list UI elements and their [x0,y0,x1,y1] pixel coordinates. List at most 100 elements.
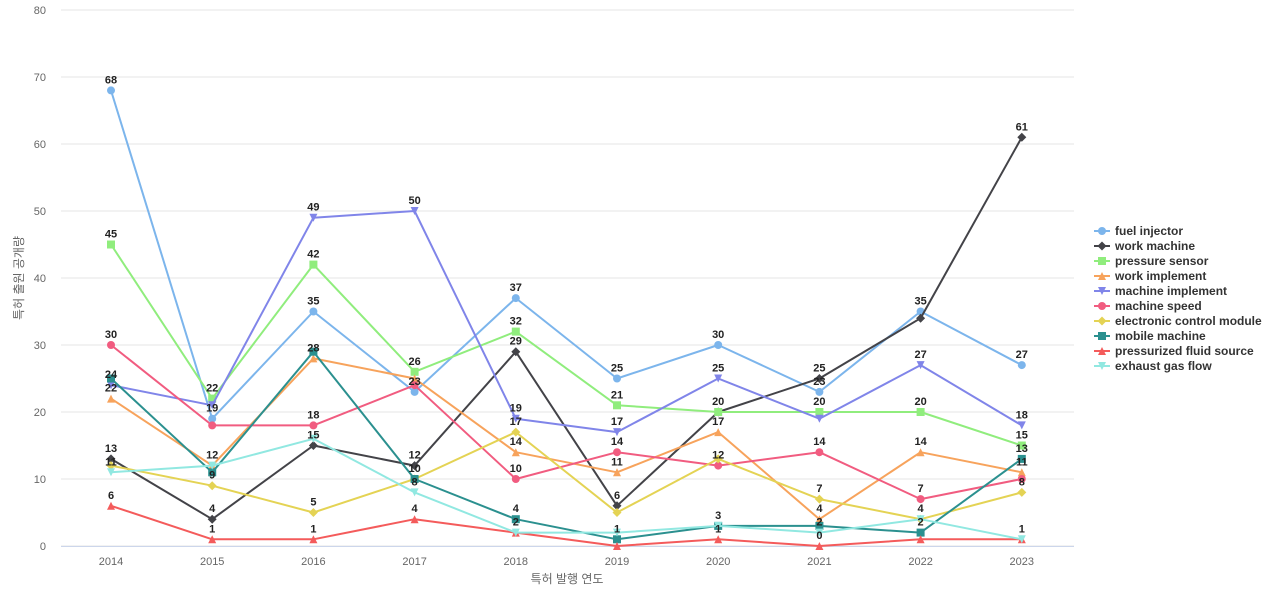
point-fuel-injector-2019[interactable] [613,374,621,383]
point-fuel-injector-2014[interactable] [107,86,115,95]
point-fuel-injector-2015[interactable] [208,414,217,423]
point-work-implement-2016[interactable] [309,354,318,363]
series-line-machine-implement[interactable] [110,210,1023,434]
point-exhaust-gas-flow-2017[interactable] [410,488,419,497]
point-machine-speed-2022[interactable] [916,495,925,504]
point-pressurized-fluid-source-2019[interactable] [613,542,621,550]
series-work-machine[interactable] [106,132,1027,524]
point-work-implement-2020[interactable] [714,428,723,437]
legend-marker-fuel-injector[interactable] [1098,227,1106,235]
point-exhaust-gas-flow-2019[interactable] [613,528,621,537]
point-exhaust-gas-flow-2015[interactable] [208,461,217,470]
series-line-electronic-control-module[interactable] [110,431,1023,521]
point-pressurized-fluid-source-2017[interactable] [410,515,419,524]
point-machine-implement-2021[interactable] [815,414,824,423]
legend-item-electronic-control-module[interactable]: electronic control module [1094,314,1262,328]
point-machine-implement-2015[interactable] [208,401,217,410]
point-machine-implement-2017[interactable] [410,207,419,215]
point-work-machine-2017[interactable] [410,461,420,471]
point-exhaust-gas-flow-2020[interactable] [714,521,723,530]
series-work-implement[interactable] [107,354,1026,524]
point-machine-speed-2021[interactable] [815,448,824,457]
point-work-implement-2017[interactable] [410,374,419,383]
series-line-pressurized-fluid-source[interactable] [110,504,1023,547]
point-machine-speed-2023[interactable] [1017,475,1026,483]
legend-item-machine-speed[interactable]: machine speed [1094,299,1202,313]
point-electronic-control-module-2016[interactable] [308,508,318,517]
point-mobile-machine-2022[interactable] [916,528,925,537]
point-electronic-control-module-2015[interactable] [207,481,217,491]
point-fuel-injector-2023[interactable] [1017,361,1026,370]
point-pressure-sensor-2022[interactable] [916,408,925,416]
point-exhaust-gas-flow-2021[interactable] [815,528,824,537]
point-pressurized-fluid-source-2022[interactable] [916,535,925,544]
point-pressure-sensor-2015[interactable] [208,394,217,403]
point-machine-speed-2020[interactable] [714,461,723,470]
series-line-pressure-sensor[interactable] [110,243,1023,447]
point-pressurized-fluid-source-2020[interactable] [714,535,723,544]
series-machine-speed[interactable] [107,341,1026,504]
point-fuel-injector-2016[interactable] [309,307,318,316]
point-electronic-control-module-2020[interactable] [713,454,723,464]
point-mobile-machine-2014[interactable] [107,374,115,383]
point-machine-implement-2018[interactable] [511,414,520,423]
legend-marker-pressurized-fluid-source[interactable] [1098,347,1106,355]
legend-item-work-implement[interactable]: work implement [1094,269,1206,283]
legend-marker-exhaust-gas-flow[interactable] [1098,362,1106,370]
point-mobile-machine-2021[interactable] [815,521,824,530]
point-exhaust-gas-flow-2023[interactable] [1017,535,1026,544]
point-exhaust-gas-flow-2014[interactable] [107,468,115,477]
series-line-mobile-machine[interactable] [110,350,1023,541]
point-pressurized-fluid-source-2021[interactable] [815,542,824,550]
point-machine-implement-2016[interactable] [309,213,318,222]
point-mobile-machine-2018[interactable] [511,515,520,524]
point-exhaust-gas-flow-2022[interactable] [916,515,925,524]
point-machine-implement-2023[interactable] [1017,421,1026,430]
point-work-implement-2023[interactable] [1017,468,1026,477]
point-mobile-machine-2015[interactable] [208,468,217,477]
point-mobile-machine-2017[interactable] [410,475,419,483]
point-pressure-sensor-2019[interactable] [613,401,621,410]
point-machine-implement-2014[interactable] [107,381,115,390]
point-work-implement-2022[interactable] [916,448,925,457]
legend-marker-work-machine[interactable] [1097,241,1107,251]
point-work-machine-2022[interactable] [916,313,926,323]
point-machine-speed-2014[interactable] [107,341,115,349]
point-machine-speed-2017[interactable] [410,381,419,390]
point-pressurized-fluid-source-2014[interactable] [107,501,115,510]
legend-marker-electronic-control-module[interactable] [1097,316,1107,326]
point-exhaust-gas-flow-2018[interactable] [511,528,520,537]
point-work-machine-2015[interactable] [207,514,217,524]
point-pressurized-fluid-source-2016[interactable] [309,535,318,544]
point-machine-speed-2018[interactable] [511,475,520,483]
point-machine-speed-2016[interactable] [309,421,318,430]
point-work-machine-2023[interactable] [1017,132,1027,142]
point-machine-implement-2019[interactable] [613,428,621,437]
series-pressure-sensor[interactable] [107,240,1026,450]
point-electronic-control-module-2023[interactable] [1017,487,1027,497]
series-exhaust-gas-flow[interactable] [107,434,1026,544]
point-pressure-sensor-2023[interactable] [1017,441,1026,450]
point-fuel-injector-2018[interactable] [511,294,520,303]
point-machine-speed-2015[interactable] [208,421,217,430]
legend-item-pressure-sensor[interactable]: pressure sensor [1094,254,1209,268]
point-exhaust-gas-flow-2016[interactable] [309,434,318,443]
point-work-implement-2014[interactable] [107,394,115,403]
series-line-exhaust-gas-flow[interactable] [110,437,1023,541]
point-electronic-control-module-2014[interactable] [106,461,116,471]
point-pressurized-fluid-source-2015[interactable] [208,535,217,544]
legend-marker-pressure-sensor[interactable] [1098,257,1106,265]
point-work-machine-2018[interactable] [511,347,521,357]
series-pressurized-fluid-source[interactable] [107,501,1026,550]
series-electronic-control-module[interactable] [106,427,1027,524]
legend-marker-machine-implement[interactable] [1098,287,1106,295]
series-line-fuel-injector[interactable] [110,89,1023,420]
point-work-machine-2014[interactable] [106,454,116,464]
point-machine-speed-2019[interactable] [613,448,621,457]
point-mobile-machine-2023[interactable] [1017,454,1026,463]
point-pressure-sensor-2021[interactable] [815,408,824,416]
legend-marker-mobile-machine[interactable] [1098,332,1106,340]
legend-item-fuel-injector[interactable]: fuel injector [1094,224,1183,238]
series-fuel-injector[interactable] [107,86,1026,423]
